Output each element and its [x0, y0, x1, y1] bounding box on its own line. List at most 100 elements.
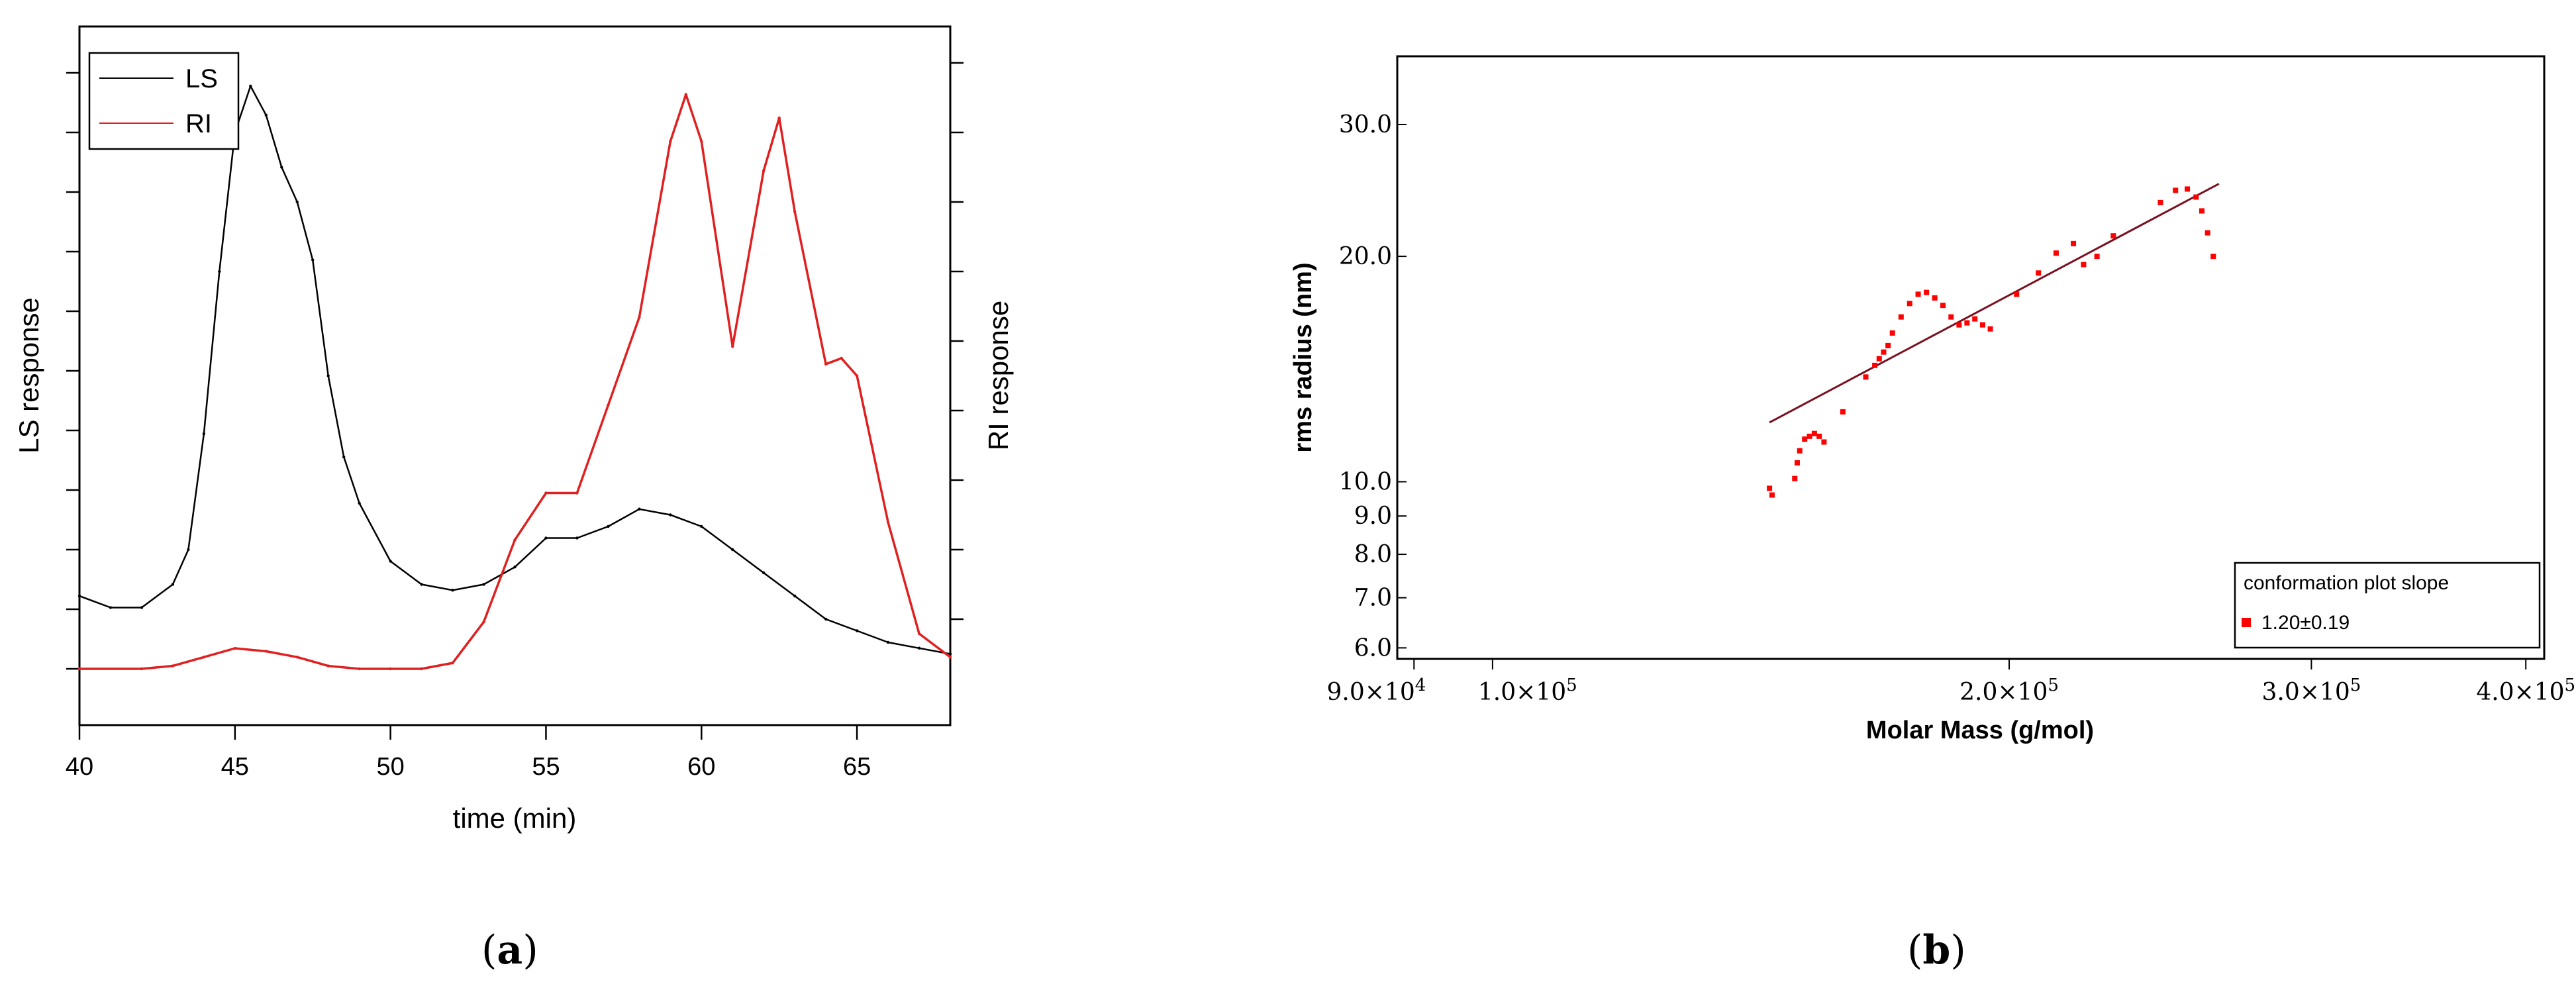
scatter-point — [2014, 291, 2020, 297]
scatter-point — [1898, 314, 1904, 320]
point-ri — [917, 632, 921, 636]
x-tick-label: 45 — [221, 753, 249, 781]
point-ri — [700, 140, 703, 143]
y-tick-label: 6.0 — [1354, 634, 1392, 662]
scatter-point — [1811, 430, 1817, 436]
point-ls — [187, 548, 190, 552]
point-ri — [824, 362, 828, 366]
point-ls — [482, 583, 485, 586]
panel-a-series — [77, 84, 952, 671]
point-ls — [295, 200, 299, 204]
point-ri — [389, 667, 392, 671]
panel-a-caption: (a) — [481, 927, 538, 973]
point-ri — [731, 345, 734, 348]
scatter-point — [1915, 291, 1921, 297]
point-ls — [886, 640, 890, 644]
x-tick-label: 1.0×105 — [1478, 675, 1577, 706]
scatter-point — [2173, 187, 2179, 193]
scatter-point — [1792, 475, 1798, 481]
point-ls — [389, 560, 392, 563]
panel-a-ticks: 40 45 50 55 60 65 — [66, 62, 964, 781]
fit-line — [1769, 183, 2220, 424]
point-ri — [886, 520, 890, 524]
point-ls — [544, 536, 548, 540]
scatter-point — [2193, 194, 2199, 200]
series-line-ri — [79, 93, 952, 670]
panel-b-plot-frame — [1396, 55, 2546, 660]
point-ri — [451, 661, 454, 665]
point-ri — [669, 140, 672, 143]
scatter-point — [1964, 320, 1970, 326]
scatter-point — [1797, 448, 1803, 454]
scatter-point — [1863, 374, 1869, 380]
y-tick-label: 20.0 — [1339, 243, 1392, 270]
scatter-point — [2081, 262, 2087, 268]
point-ls — [638, 507, 641, 511]
scatter-point — [1932, 295, 1938, 301]
point-ri — [544, 491, 548, 495]
point-ri — [575, 491, 579, 495]
scatter-point — [2071, 240, 2077, 246]
legend-entry-slope: 1.20±0.19 — [2261, 612, 2350, 634]
x-tick-label: 55 — [532, 753, 560, 781]
y-tick-label: 9.0 — [1354, 503, 1392, 530]
point-ri — [684, 93, 688, 96]
point-ls — [109, 606, 113, 609]
scatter-point — [1987, 326, 1993, 332]
panel-b-caption-letter: b — [1922, 927, 1950, 973]
x-tick-label: 2.0×105 — [1959, 675, 2059, 706]
y-tick-label: 7.0 — [1354, 585, 1392, 612]
scatter-point — [1840, 409, 1846, 415]
scatter-point — [1979, 322, 1985, 328]
scatter-point — [1876, 356, 1882, 362]
scatter-point — [2185, 186, 2191, 192]
legend-ri-label: RI — [185, 109, 212, 138]
point-ls — [311, 258, 315, 262]
point-ls — [762, 571, 766, 575]
point-ls — [948, 652, 952, 656]
scatter-point — [1889, 330, 1895, 336]
scatter-point — [1794, 460, 1800, 466]
panel-a-chart: 40 45 50 55 60 65 LS RI time (min) LS respons… — [13, 25, 1014, 973]
point-ls — [171, 583, 175, 586]
scatter-point — [2210, 254, 2216, 260]
scatter-point — [1769, 492, 1775, 498]
scatter-point — [1821, 439, 1827, 445]
legend-box — [2234, 562, 2541, 649]
x-tick-label: 50 — [377, 753, 405, 781]
scatter-point — [2199, 208, 2205, 214]
scatter-point — [2110, 233, 2116, 239]
point-ri — [482, 620, 485, 624]
point-ri — [326, 664, 330, 668]
legend-box — [88, 52, 240, 150]
y-tick-label: 10.0 — [1339, 468, 1392, 495]
panel-b-ticks: 9.0×104 1.0×105 2.0×105 3.0×105 4.0×105 6.0 7.… — [1327, 111, 2576, 706]
point-ls — [700, 524, 703, 528]
point-ls — [855, 629, 859, 632]
x-tick-label: 60 — [687, 753, 715, 781]
scatter-point — [1924, 289, 1930, 295]
scatter-point — [1885, 342, 1891, 348]
point-ls — [249, 84, 252, 88]
panel-a-legend: LS RI — [88, 52, 240, 150]
scatter-point — [2204, 230, 2210, 236]
point-ls — [202, 432, 206, 436]
point-ri — [264, 650, 268, 653]
panel-b-chart: 9.0×104 1.0×105 2.0×105 3.0×105 4.0×105 6.0 7.… — [1289, 55, 2576, 973]
point-ls — [140, 606, 144, 609]
point-ri — [855, 374, 859, 377]
panel-a-right-y-axis-title: RI response — [983, 301, 1014, 450]
point-ri — [358, 667, 361, 671]
scatter-point — [2053, 250, 2059, 256]
scatter-point — [1956, 322, 1962, 328]
point-ri — [233, 646, 237, 650]
point-ls — [575, 536, 579, 540]
point-ri — [295, 656, 299, 659]
scatter-point — [2094, 254, 2100, 260]
point-ri — [840, 356, 843, 360]
scatter-point — [2036, 270, 2042, 276]
y-tick-label: 30.0 — [1339, 111, 1392, 138]
point-ls — [731, 548, 734, 552]
panel-a-left-y-axis-title: LS response — [13, 297, 44, 454]
